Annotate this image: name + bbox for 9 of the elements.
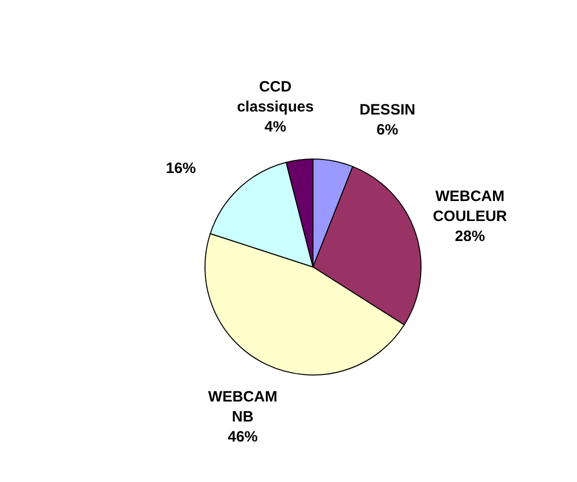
data-label: 46% [228, 428, 258, 446]
data-label: 16% [166, 160, 196, 178]
slice-label: WEBCAM NB [208, 388, 278, 426]
slice-label: DESSIN [359, 102, 416, 119]
data-label: 28% [454, 228, 485, 246]
slice-label: CCD classiques [236, 78, 314, 116]
data-label: 6% [376, 122, 398, 139]
data-label: 4% [264, 118, 286, 136]
slice-label: WEBCAM COULEUR [432, 188, 508, 226]
